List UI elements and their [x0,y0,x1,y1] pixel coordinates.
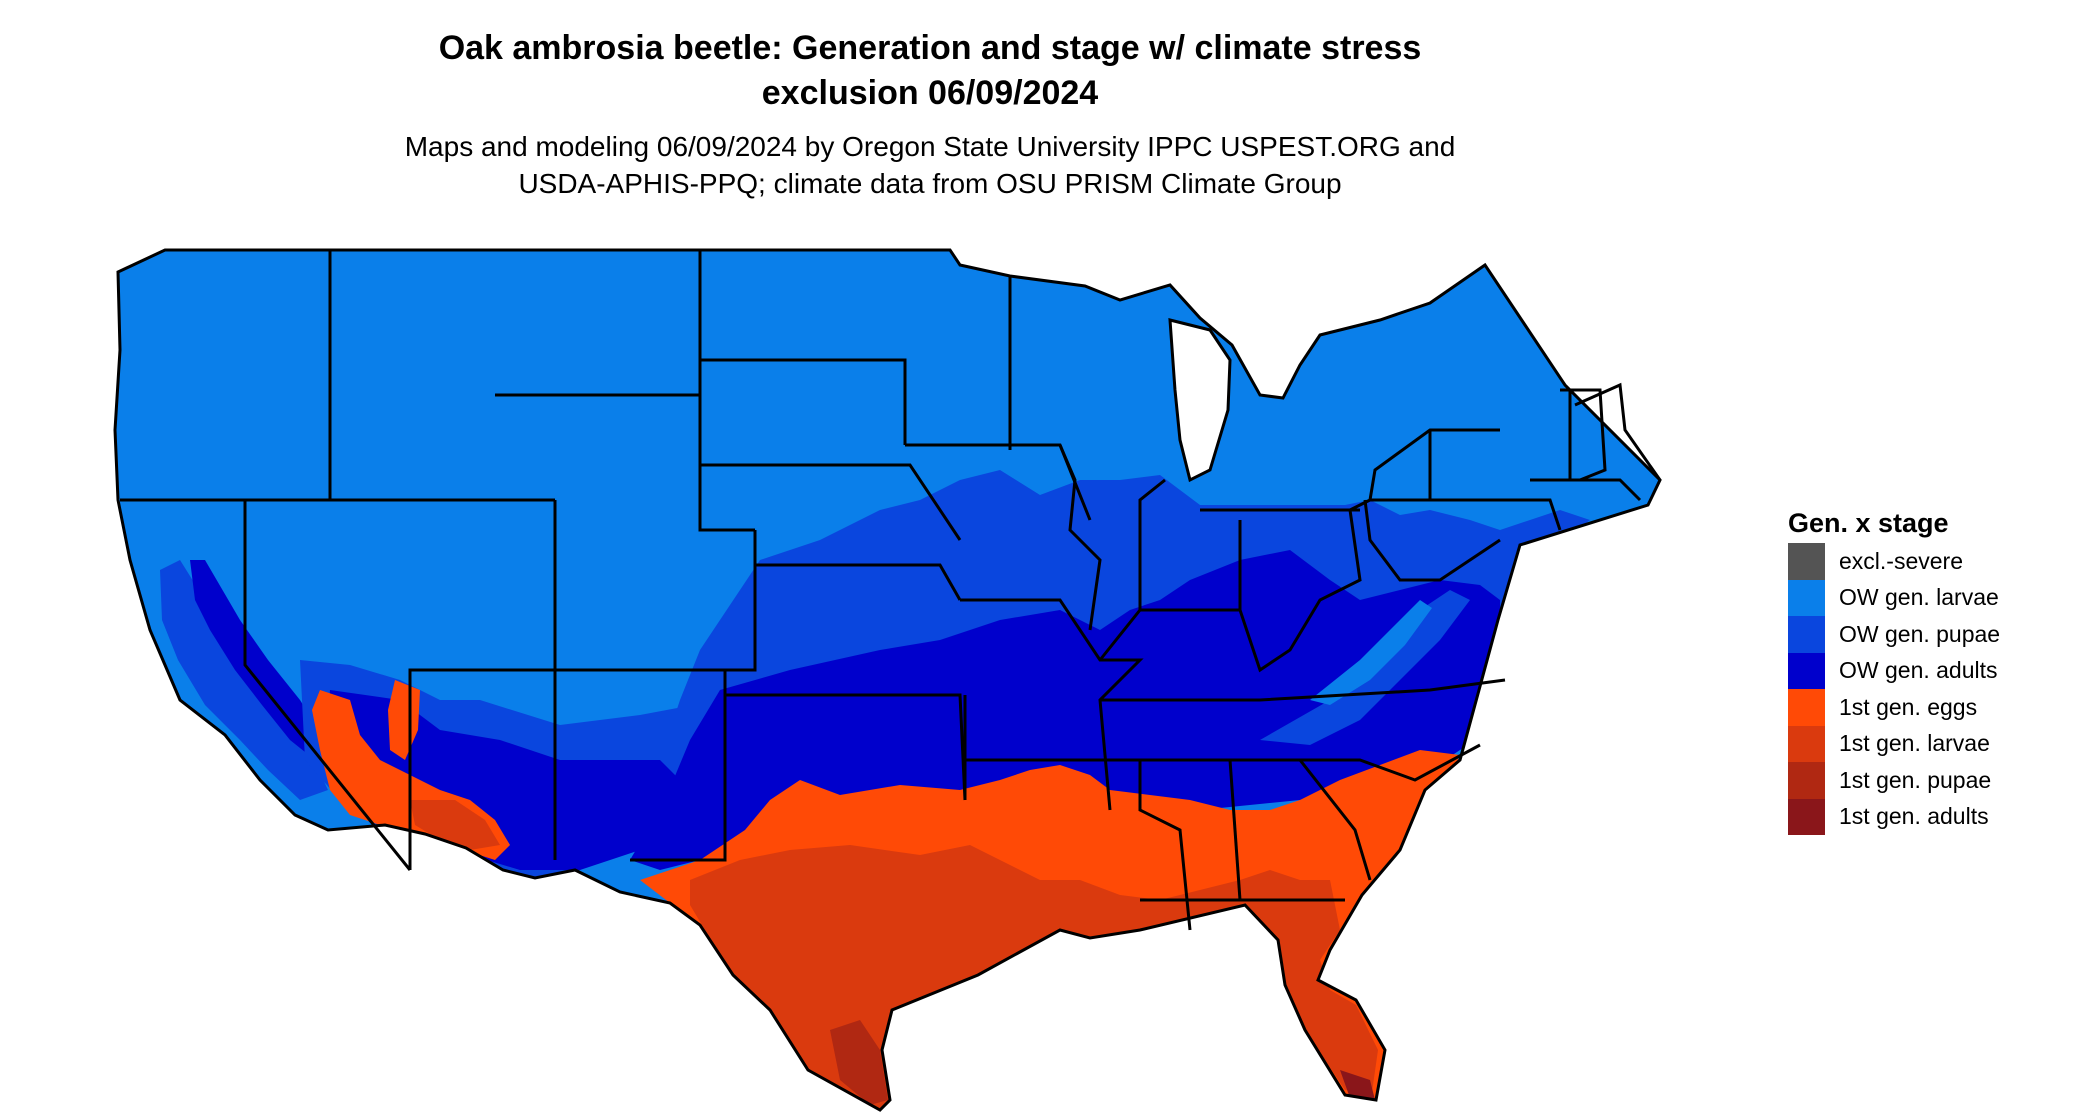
legend-item: 1st gen. pupae [1788,762,2000,799]
zone-ow-adults-california [190,560,325,760]
legend-swatch [1788,579,1825,616]
legend-item: 1st gen. adults [1788,798,2000,835]
legend-title: Gen. x stage [1788,508,1949,538]
legend-label: 1st gen. larvae [1839,730,1990,757]
legend-label: excl.-severe [1839,547,1963,574]
legend-label: 1st gen. eggs [1839,693,1978,720]
legend-item: 1st gen. larvae [1788,725,2000,762]
legend-item: OW gen. pupae [1788,616,2000,653]
legend-label: 1st gen. pupae [1839,766,1992,793]
lake-michigan-outline [1168,318,1232,483]
legend-item: OW gen. adults [1788,652,2000,689]
legend-item: excl.-severe [1788,543,2000,580]
stage-zones [115,250,1660,1110]
title-line-1: Oak ambrosia beetle: Generation and stag… [438,29,1422,67]
subtitle-line-2: USDA-APHIS-PPQ; climate data from OSU PR… [518,168,1342,199]
map-title: Oak ambrosia beetle: Generation and stag… [0,26,1860,116]
zone-1st-adults-florida [1340,1070,1375,1100]
us-outline [113,248,1662,1112]
legend-swatch [1788,725,1825,762]
legend-swatch [1788,543,1825,580]
legend-label: OW gen. pupae [1839,620,2001,647]
zone-ow-larvae-appalachia [1310,600,1432,705]
zone-ow-adults-central [630,550,1500,870]
legend-swatch [1788,652,1825,689]
title-line-2: exclusion 06/09/2024 [761,74,1099,112]
zone-ow-pupae-appalachia [1260,590,1470,745]
lake-michigan [1170,320,1230,480]
legend-swatch [1788,762,1825,799]
legend: Gen. x stage excl.-severe OW gen. larvae O… [1788,503,2000,835]
legend-item: OW gen. larvae [1788,579,2000,616]
state-borders [120,250,1662,931]
zone-1st-eggs-arizona-2 [388,680,420,760]
legend-swatch [1788,798,1825,835]
legend-items: excl.-severe OW gen. larvae OW gen. pupae O… [1788,543,2000,835]
legend-label: OW gen. adults [1839,657,1998,684]
zone-1st-pupae-gulf [830,1020,888,1105]
subtitle-line-1: Maps and modeling 06/09/2024 by Oregon S… [404,131,1456,162]
legend-swatch [1788,689,1825,726]
zone-1st-larvae-texas [690,845,1378,1110]
legend-swatch [1788,616,1825,653]
legend-item: 1st gen. eggs [1788,689,2000,726]
zone-1st-larvae-arizona [410,800,500,850]
map-subtitle: Maps and modeling 06/09/2024 by Oregon S… [0,128,1860,202]
legend-label: 1st gen. adults [1839,803,1989,830]
legend-label: OW gen. larvae [1839,584,1999,611]
